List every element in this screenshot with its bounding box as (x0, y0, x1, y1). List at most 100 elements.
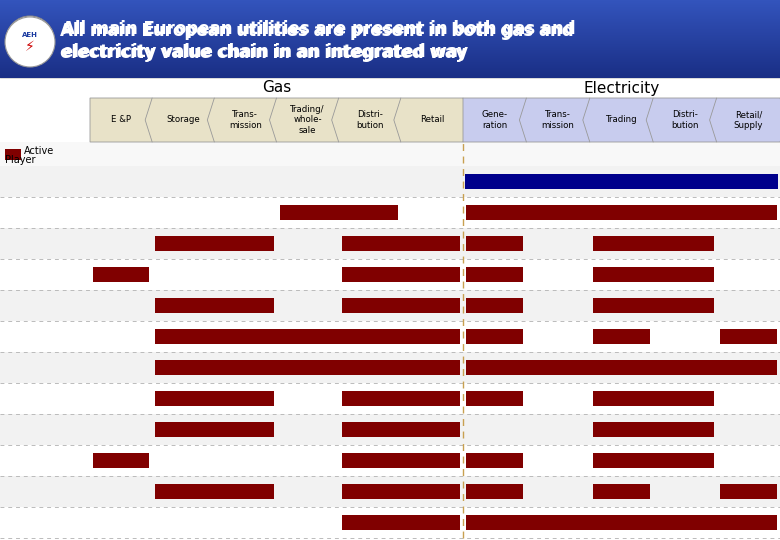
Bar (93, 267, 149, 282)
Bar (0, 22, 780, 23)
Bar (593, 484, 651, 499)
Bar (0, 58, 780, 60)
Bar (0, 6, 780, 8)
Bar (0, 56, 780, 57)
Bar (0, 48, 780, 49)
Bar (0, 507, 780, 538)
Bar (0, 37, 780, 39)
Bar (0, 19, 780, 21)
Text: Distri-
bution: Distri- bution (671, 110, 699, 130)
Bar (0, 10, 780, 11)
Bar (0, 36, 780, 37)
Bar (155, 236, 274, 251)
Bar (0, 352, 780, 383)
Bar (0, 197, 780, 228)
Bar (0, 414, 780, 445)
Bar (0, 78, 780, 540)
Bar (0, 76, 780, 77)
Bar (0, 30, 780, 32)
Text: ⚡: ⚡ (26, 38, 34, 51)
Bar (0, 32, 780, 34)
Bar (466, 360, 777, 375)
Bar (0, 69, 780, 70)
Bar (0, 51, 780, 52)
Bar (90, 98, 463, 142)
Bar (0, 23, 780, 24)
Bar (593, 298, 714, 313)
Bar (342, 391, 460, 406)
Bar (0, 28, 780, 29)
Polygon shape (332, 98, 408, 142)
Bar (0, 57, 780, 59)
Bar (0, 49, 780, 50)
Bar (0, 11, 780, 13)
Bar (0, 52, 780, 54)
Bar (0, 3, 780, 4)
Bar (466, 205, 777, 220)
Text: electricity value chain in an integrated way: electricity value chain in an integrated… (60, 44, 466, 62)
Bar (593, 422, 714, 437)
Bar (0, 59, 780, 61)
Text: All main European utilities are present in both gas and: All main European utilities are present … (62, 20, 576, 38)
Bar (0, 75, 780, 76)
Bar (0, 10, 780, 11)
Bar (0, 17, 780, 18)
Bar (0, 29, 780, 30)
Bar (0, 59, 780, 61)
Bar (0, 22, 780, 23)
Bar (0, 70, 780, 71)
Bar (0, 30, 780, 31)
Bar (0, 55, 780, 56)
Bar (0, 46, 780, 48)
Bar (0, 39, 780, 41)
Bar (0, 38, 780, 40)
Polygon shape (583, 98, 660, 142)
Bar (0, 64, 780, 66)
Bar (279, 205, 398, 220)
Bar (0, 259, 780, 290)
Text: AEH: AEH (22, 32, 38, 38)
Bar (0, 24, 780, 25)
Bar (342, 298, 460, 313)
Bar (593, 236, 714, 251)
Polygon shape (270, 98, 346, 142)
Bar (342, 484, 460, 499)
Bar (0, 43, 780, 44)
Bar (0, 25, 780, 27)
Bar (0, 56, 780, 57)
Bar (0, 64, 780, 65)
Bar (0, 39, 780, 41)
Bar (0, 44, 780, 46)
Bar (0, 31, 780, 33)
Bar (466, 453, 523, 468)
Bar (593, 267, 714, 282)
Bar (0, 11, 780, 13)
Polygon shape (207, 98, 283, 142)
Bar (0, 51, 780, 52)
Bar (0, 71, 780, 72)
Text: Trading: Trading (606, 116, 637, 125)
Text: Retail: Retail (420, 116, 444, 125)
Text: Trans-
mission: Trans- mission (541, 110, 575, 130)
Bar (0, 29, 780, 30)
Bar (0, 37, 780, 38)
Bar (0, 18, 780, 20)
Bar (0, 476, 780, 507)
Bar (463, 98, 780, 142)
Bar (0, 60, 780, 62)
Bar (0, 12, 780, 14)
Bar (0, 21, 780, 22)
Bar (0, 44, 780, 45)
Bar (0, 42, 780, 43)
Bar (466, 484, 523, 499)
Bar (342, 267, 460, 282)
Circle shape (5, 17, 55, 67)
Text: Distri-
bution: Distri- bution (356, 110, 384, 130)
Text: electricity value chain in an integrated way: electricity value chain in an integrated… (62, 43, 468, 61)
Bar (342, 515, 460, 530)
Bar (0, 5, 780, 7)
Bar (0, 26, 780, 28)
Bar (0, 57, 780, 58)
Bar (466, 267, 523, 282)
Bar (0, 57, 780, 59)
